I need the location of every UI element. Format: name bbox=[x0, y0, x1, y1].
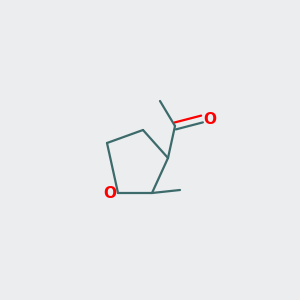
Text: O: O bbox=[103, 187, 116, 202]
Text: O: O bbox=[203, 112, 217, 127]
